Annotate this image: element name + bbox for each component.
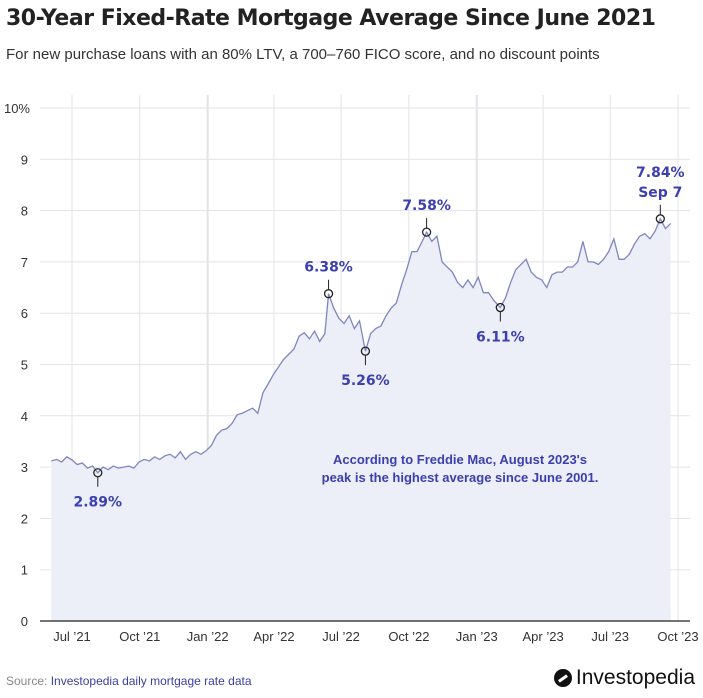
y-tick-label: 1 xyxy=(21,563,28,578)
investopedia-logo: Investopedia xyxy=(553,666,695,690)
y-tick-label: 6 xyxy=(21,306,28,321)
annotation-label: 6.38% xyxy=(304,260,353,276)
logo-text: Investopedia xyxy=(575,666,695,689)
source-line: Source: Investopedia daily mortgage rate… xyxy=(6,674,252,688)
annotation-label: 7.84% xyxy=(636,165,685,181)
annotation-label: 2.89% xyxy=(74,495,123,511)
annotation-marker xyxy=(495,302,505,313)
annotation-label: 5.26% xyxy=(341,373,390,389)
x-tick-label: Jan ’23 xyxy=(456,629,498,644)
annotation-date-label: Sep 7 xyxy=(638,185,682,201)
x-tick-label: Oct ’21 xyxy=(119,629,160,644)
chart-note: According to Freddie Mac, August 2023's … xyxy=(321,452,599,485)
chart-title: 30-Year Fixed-Rate Mortgage Average Sinc… xyxy=(6,6,656,31)
x-tick-label: Jan ’22 xyxy=(187,629,229,644)
annotation-label: 7.58% xyxy=(402,198,451,214)
y-tick-label: 3 xyxy=(21,460,28,475)
y-tick-label: 7 xyxy=(21,255,28,270)
source-link[interactable]: Investopedia daily mortgage rate data xyxy=(50,674,252,688)
x-tick-label: Apr ’22 xyxy=(253,629,294,644)
annotation-marker xyxy=(421,227,432,237)
source-prefix: Source: xyxy=(6,674,51,688)
annotation-label: 6.11% xyxy=(476,330,525,346)
logo-mark-icon xyxy=(553,669,572,687)
series-line xyxy=(51,217,672,474)
series-area xyxy=(51,218,671,622)
annotation-marker xyxy=(360,346,371,356)
y-tick-label: 2 xyxy=(21,511,28,526)
x-tick-label: Oct ’22 xyxy=(388,629,429,644)
annotation-marker xyxy=(93,468,103,478)
x-tick-label: Oct ’23 xyxy=(657,629,698,644)
annotation-marker xyxy=(323,289,334,299)
x-tick-label: Jul ’22 xyxy=(322,629,360,644)
y-tick-label: 9 xyxy=(21,152,28,167)
y-tick-label: 0 xyxy=(21,614,28,629)
y-tick-label: 8 xyxy=(21,204,28,219)
annotation-marker xyxy=(655,214,665,224)
y-tick-label: 4 xyxy=(21,409,28,424)
x-tick-label: Jul ’23 xyxy=(591,629,629,644)
x-tick-label: Apr ’23 xyxy=(522,629,563,644)
chart-subtitle: For new purchase loans with an 80% LTV, … xyxy=(6,46,600,63)
x-tick-label: Jul ’21 xyxy=(53,629,91,644)
y-tick-label: 5 xyxy=(21,358,28,373)
y-tick-label: 10% xyxy=(4,101,30,116)
